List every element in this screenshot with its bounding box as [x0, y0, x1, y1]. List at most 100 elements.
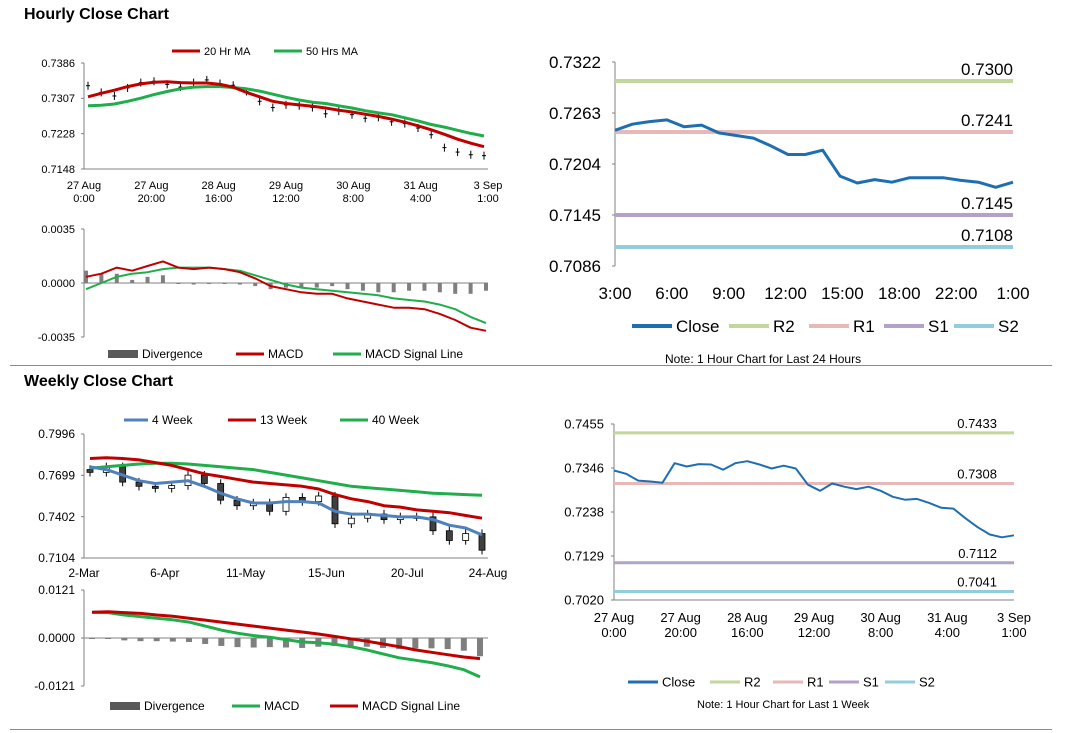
x-tick-label: 31 Aug — [404, 180, 438, 192]
divergence-bar — [138, 638, 144, 641]
legend-r2: R2 — [773, 317, 795, 336]
level-label-r2: 0.7433 — [957, 416, 997, 431]
divergence-bar — [154, 638, 160, 641]
legend-50hr-ma: 50 Hrs MA — [306, 46, 359, 58]
divergence-bar — [105, 638, 111, 639]
divergence-bar — [251, 638, 257, 648]
candle-body — [87, 470, 93, 473]
x-tick-label: 30 Aug — [860, 610, 901, 625]
divergence-bar — [267, 638, 273, 647]
legend-s2: S2 — [919, 675, 935, 690]
divergence-bar — [407, 283, 411, 291]
y-tick-label: 0.7104 — [38, 551, 75, 565]
candle-body — [201, 475, 207, 483]
x-tick-label: 1:00 — [477, 193, 498, 205]
divergence-bar — [412, 638, 418, 648]
x-tick-label: 27 Aug — [594, 610, 635, 625]
y-tick-label: 0.7086 — [549, 257, 601, 276]
divergence-bar — [222, 283, 226, 284]
legend-r2: R2 — [744, 675, 761, 690]
level-label-r2: 0.7300 — [961, 60, 1013, 79]
candle-body — [348, 518, 354, 524]
legend-20hr-ma: 20 Hr MA — [204, 46, 251, 58]
x-tick-label: 29 Aug — [794, 610, 835, 625]
y-tick-label: 0.7699 — [38, 469, 75, 483]
legend-4-week: 4 Week — [152, 413, 193, 427]
level-label-r1: 0.7241 — [961, 111, 1013, 130]
x-tick-label: 11-May — [226, 566, 265, 580]
candle-body — [152, 486, 158, 488]
candle-body — [479, 534, 485, 551]
x-tick-label: 15:00 — [821, 284, 864, 303]
x-tick-label: 29 Aug — [269, 180, 303, 192]
y-tick-label: 0.7402 — [38, 510, 75, 524]
y-tick-label: 0.7386 — [41, 58, 75, 70]
divergence-bar — [170, 638, 176, 642]
series-20hr-ma — [88, 82, 484, 147]
x-tick-label: 6:00 — [655, 284, 688, 303]
candle-body — [136, 482, 142, 486]
y-tick-label: 0.7346 — [564, 461, 604, 476]
level-label-s1: 0.7112 — [958, 546, 997, 561]
hourly-note: Note: 1 Hour Chart for Last 24 Hours — [665, 352, 861, 366]
x-tick-label: 0:00 — [73, 193, 94, 205]
divergence-bar — [422, 283, 426, 291]
y-tick-label: 0.0035 — [41, 224, 75, 236]
x-tick-label: 27 Aug — [67, 180, 101, 192]
series-40-week — [90, 463, 482, 495]
divergence-bar — [361, 283, 365, 291]
divergence-bar — [130, 280, 134, 283]
x-tick-label: 12:00 — [798, 625, 831, 640]
legend-r1: R1 — [807, 675, 824, 690]
y-tick-label: -0.0035 — [38, 332, 75, 344]
divergence-bar — [146, 277, 150, 283]
legend-macd: MACD — [268, 347, 304, 361]
y-tick-label: 0.7020 — [564, 593, 604, 608]
divergence-bar — [161, 275, 165, 283]
legend-s1: S1 — [863, 675, 879, 690]
legend-macd-signal: MACD Signal Line — [365, 347, 463, 361]
legend-divergence-swatch — [108, 350, 138, 358]
x-tick-label: 12:00 — [272, 193, 300, 205]
y-tick-label: 0.0000 — [41, 278, 75, 290]
legend-macd: MACD — [264, 699, 300, 713]
y-tick-label: 0.7145 — [549, 206, 601, 225]
divergence-bar — [346, 283, 350, 289]
candle-body — [446, 531, 452, 541]
legend-divergence: Divergence — [142, 347, 203, 361]
divergence-bar — [453, 283, 457, 294]
divergence-bar — [253, 283, 257, 286]
divergence-bar — [218, 638, 224, 646]
legend-macd-signal: MACD Signal Line — [362, 699, 460, 713]
x-tick-label: 3 Sep — [997, 610, 1031, 625]
divergence-bar — [477, 638, 483, 656]
divergence-bar — [330, 283, 334, 286]
legend-close: Close — [662, 675, 695, 690]
legend-close: Close — [676, 317, 719, 336]
divergence-bar — [121, 638, 127, 640]
legend-s1: S1 — [928, 317, 949, 336]
x-tick-label: 3:00 — [598, 284, 631, 303]
x-tick-label: 31 Aug — [927, 610, 968, 625]
y-tick-label: 0.7996 — [38, 427, 75, 441]
level-label-s2: 0.7108 — [961, 226, 1013, 245]
x-tick-label: 9:00 — [712, 284, 745, 303]
y-tick-label: 0.7307 — [41, 93, 75, 105]
x-tick-label: 28 Aug — [727, 610, 768, 625]
x-tick-label: 0:00 — [601, 625, 626, 640]
x-tick-label: 20-Jul — [391, 566, 424, 580]
candle-body — [463, 534, 469, 541]
divergence-bar — [202, 638, 208, 644]
x-tick-label: 1:00 — [1001, 625, 1026, 640]
legend-divergence-swatch — [110, 702, 140, 710]
y-tick-label: 0.7228 — [41, 129, 75, 141]
x-tick-label: 3 Sep — [474, 180, 503, 192]
x-tick-label: 16:00 — [205, 193, 233, 205]
x-tick-label: 4:00 — [935, 625, 960, 640]
divergence-bar — [445, 638, 451, 649]
series-macd-signal — [86, 268, 486, 324]
divergence-bar — [176, 283, 180, 284]
x-tick-label: 22:00 — [935, 284, 978, 303]
series-close — [615, 120, 1013, 187]
divergence-bar — [461, 638, 467, 651]
